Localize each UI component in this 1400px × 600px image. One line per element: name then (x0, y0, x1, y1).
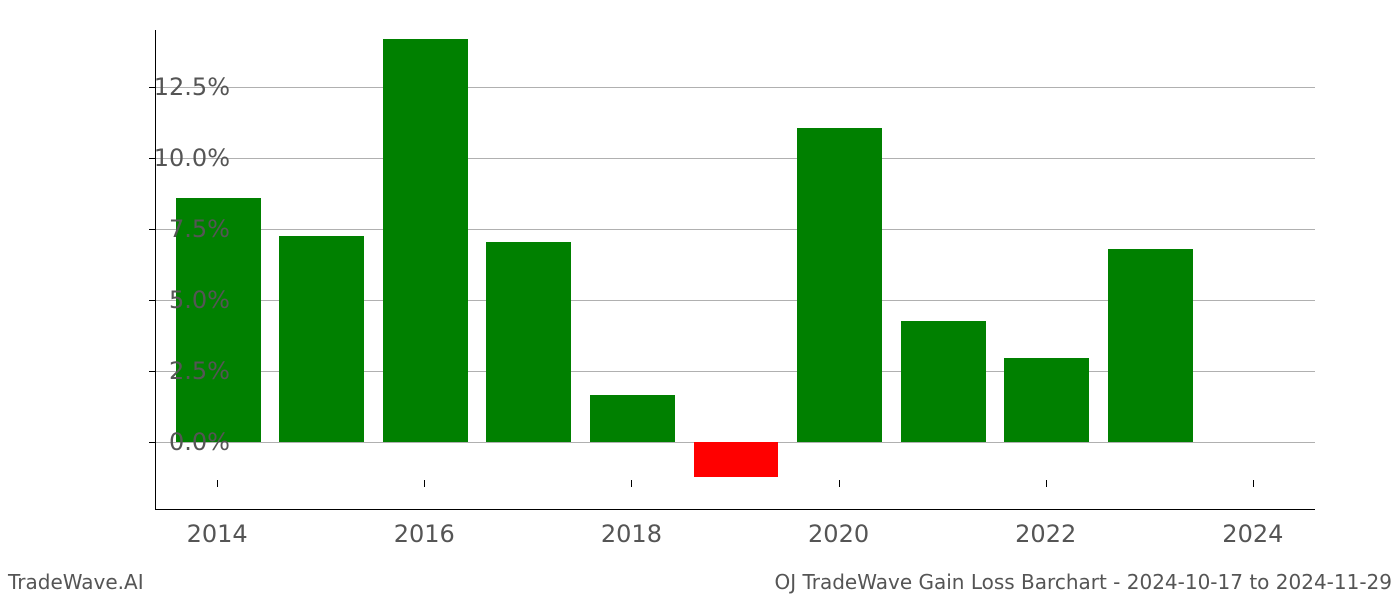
y-tick-label: 12.5% (110, 73, 230, 101)
gridline (156, 229, 1315, 230)
bar (383, 39, 468, 442)
x-tick-label: 2022 (1015, 520, 1076, 548)
y-tick-label: 7.5% (110, 215, 230, 243)
y-tick-label: 10.0% (110, 144, 230, 172)
x-tick-label: 2014 (187, 520, 248, 548)
x-tick (217, 480, 218, 487)
x-tick (839, 480, 840, 487)
gridline (156, 87, 1315, 88)
x-tick-label: 2024 (1222, 520, 1283, 548)
y-tick-label: 0.0% (110, 428, 230, 456)
x-tick-label: 2016 (394, 520, 455, 548)
y-tick-label: 2.5% (110, 357, 230, 385)
bar (1108, 249, 1193, 442)
bar (901, 321, 986, 442)
x-tick (1046, 480, 1047, 487)
x-tick (1253, 480, 1254, 487)
x-tick (424, 480, 425, 487)
bar (590, 395, 675, 442)
gridline (156, 158, 1315, 159)
chart-container (155, 30, 1315, 510)
bar (694, 442, 779, 478)
x-tick-label: 2018 (601, 520, 662, 548)
plot-area (155, 30, 1315, 510)
bar (1004, 358, 1089, 442)
footer-left: TradeWave.AI (8, 570, 144, 594)
footer-right: OJ TradeWave Gain Loss Barchart - 2024-1… (774, 570, 1392, 594)
x-tick (631, 480, 632, 487)
x-tick-label: 2020 (808, 520, 869, 548)
y-tick-label: 5.0% (110, 286, 230, 314)
bar (486, 242, 571, 442)
bar (279, 236, 364, 442)
bar (797, 128, 882, 442)
